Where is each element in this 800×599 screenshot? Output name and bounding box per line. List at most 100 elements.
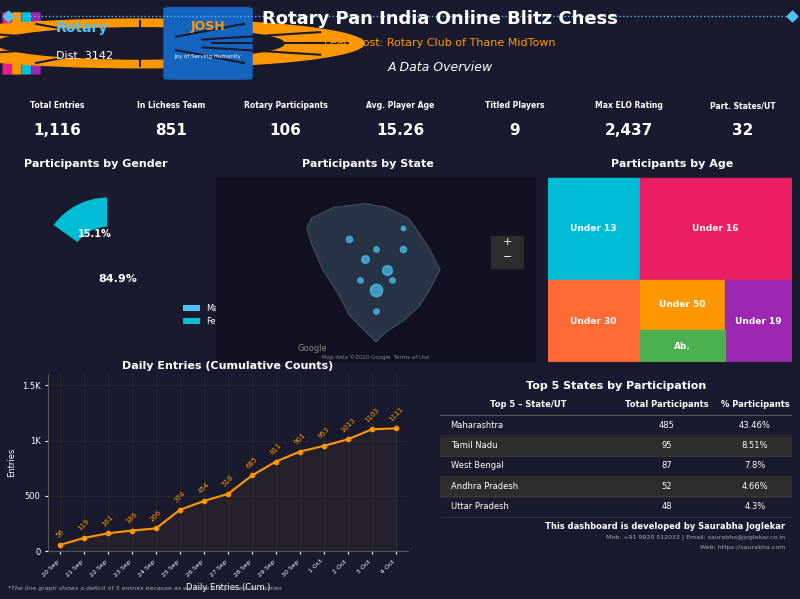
Text: Rotary: Rotary <box>56 21 108 35</box>
Text: Total Participants: Total Participants <box>626 400 709 409</box>
Text: West Bengal: West Bengal <box>450 461 503 470</box>
Text: Google: Google <box>297 344 327 353</box>
Text: 52: 52 <box>662 482 672 491</box>
X-axis label: Daily Entries (Cum.): Daily Entries (Cum.) <box>186 583 270 592</box>
Text: In Lichess Team: In Lichess Team <box>138 101 206 110</box>
Text: Participants by Age: Participants by Age <box>611 159 733 169</box>
FancyBboxPatch shape <box>546 280 639 364</box>
Text: 1103: 1103 <box>363 406 381 423</box>
Text: 454: 454 <box>198 482 210 495</box>
Text: Avg. Player Age: Avg. Player Age <box>366 101 434 110</box>
Text: 953: 953 <box>317 426 331 440</box>
Text: Andhra Pradesh: Andhra Pradesh <box>450 482 518 491</box>
Text: 7.8%: 7.8% <box>744 461 766 470</box>
Text: Under 30: Under 30 <box>570 317 616 326</box>
Polygon shape <box>306 204 440 342</box>
Point <box>386 275 398 285</box>
FancyBboxPatch shape <box>639 178 790 280</box>
Point <box>786 11 798 20</box>
Text: 43.46%: 43.46% <box>739 420 771 429</box>
Text: Maharashtra: Maharashtra <box>450 420 504 429</box>
Text: Web: https://saurabha.com: Web: https://saurabha.com <box>699 545 785 550</box>
Text: Participants by Gender: Participants by Gender <box>24 159 168 169</box>
Text: Top 5 States by Participation: Top 5 States by Participation <box>526 382 706 391</box>
Text: % Participants: % Participants <box>721 400 790 409</box>
Text: 2,437: 2,437 <box>605 123 653 138</box>
Point <box>370 306 382 316</box>
FancyBboxPatch shape <box>639 330 725 364</box>
Text: Participants by State: Participants by State <box>302 159 434 169</box>
FancyBboxPatch shape <box>491 236 523 268</box>
Text: 518: 518 <box>221 474 235 488</box>
FancyBboxPatch shape <box>439 477 793 497</box>
FancyBboxPatch shape <box>439 437 793 456</box>
Point <box>370 285 382 295</box>
Text: Part. States/UT: Part. States/UT <box>710 101 776 110</box>
FancyBboxPatch shape <box>213 175 539 364</box>
Text: 851: 851 <box>155 123 187 138</box>
Wedge shape <box>53 196 108 243</box>
Text: *The line graph shows a deficit of 5 entries because as we have not plotted old : *The line graph shows a deficit of 5 ent… <box>8 586 282 591</box>
Text: 95: 95 <box>662 441 672 450</box>
Legend: Male, Female: Male, Female <box>180 300 241 329</box>
Text: 206: 206 <box>149 509 163 522</box>
Text: 15.1%: 15.1% <box>78 229 111 240</box>
Text: Under 50: Under 50 <box>659 300 706 309</box>
FancyBboxPatch shape <box>3 13 11 74</box>
Text: 15.26: 15.26 <box>376 123 424 138</box>
FancyBboxPatch shape <box>546 178 639 280</box>
Text: 4.66%: 4.66% <box>742 482 768 491</box>
Point <box>354 275 366 285</box>
Text: Joy of Serving Humanity: Joy of Serving Humanity <box>174 54 242 59</box>
Text: Dist. 3142: Dist. 3142 <box>56 52 113 62</box>
Text: Mob: +91 9920 512033 | Email: saurabha@joglekar.co.in: Mob: +91 9920 512033 | Email: saurabha@j… <box>606 534 785 540</box>
Text: 186: 186 <box>125 511 139 525</box>
Text: Lead Host: Rotary Club of Thane MidTown: Lead Host: Rotary Club of Thane MidTown <box>324 38 556 49</box>
Y-axis label: Entries: Entries <box>7 448 16 477</box>
Text: 56: 56 <box>54 528 66 539</box>
Wedge shape <box>40 196 176 333</box>
Point <box>359 255 372 264</box>
FancyBboxPatch shape <box>22 13 30 74</box>
Point <box>370 244 382 254</box>
Circle shape <box>0 19 364 68</box>
Text: 685: 685 <box>245 456 259 470</box>
Text: 374: 374 <box>173 490 187 504</box>
Point <box>380 265 393 274</box>
Point <box>396 223 409 233</box>
Text: 811: 811 <box>269 442 283 456</box>
Circle shape <box>0 28 284 59</box>
Text: 32: 32 <box>732 123 754 138</box>
Text: 106: 106 <box>270 123 302 138</box>
Text: A Data Overview: A Data Overview <box>387 61 493 74</box>
Text: 87: 87 <box>662 461 673 470</box>
FancyBboxPatch shape <box>164 8 252 79</box>
Text: Uttar Pradesh: Uttar Pradesh <box>450 502 509 511</box>
Text: Under 16: Under 16 <box>692 224 738 233</box>
FancyBboxPatch shape <box>32 13 40 74</box>
Text: +: + <box>502 237 512 247</box>
Point <box>2 11 14 20</box>
FancyBboxPatch shape <box>439 498 793 517</box>
Text: 8.51%: 8.51% <box>742 441 768 450</box>
Text: 119: 119 <box>77 518 91 532</box>
Text: Rotary Pan India Online Blitz Chess: Rotary Pan India Online Blitz Chess <box>262 10 618 28</box>
Text: 1,116: 1,116 <box>34 123 81 138</box>
Text: JOSH: JOSH <box>190 20 226 32</box>
Point <box>396 244 409 254</box>
Text: Tamil Nadu: Tamil Nadu <box>450 441 497 450</box>
Point <box>343 234 356 243</box>
Title: Daily Entries (Cumulative Counts): Daily Entries (Cumulative Counts) <box>122 361 334 371</box>
FancyBboxPatch shape <box>13 13 21 74</box>
Text: Under 13: Under 13 <box>570 224 616 233</box>
Text: Total Entries: Total Entries <box>30 101 84 110</box>
Text: 9: 9 <box>509 123 519 138</box>
Text: Rotary Participants: Rotary Participants <box>244 101 328 110</box>
Text: Ab.: Ab. <box>674 342 690 351</box>
Text: 161: 161 <box>101 513 115 527</box>
Text: 485: 485 <box>659 420 675 429</box>
Text: −: − <box>502 252 512 262</box>
Text: This dashboard is developed by Saurabha Joglekar: This dashboard is developed by Saurabha … <box>545 522 785 531</box>
Text: Map data ©2020 Google  Terms of Use: Map data ©2020 Google Terms of Use <box>322 354 430 359</box>
Text: 901: 901 <box>293 432 307 446</box>
